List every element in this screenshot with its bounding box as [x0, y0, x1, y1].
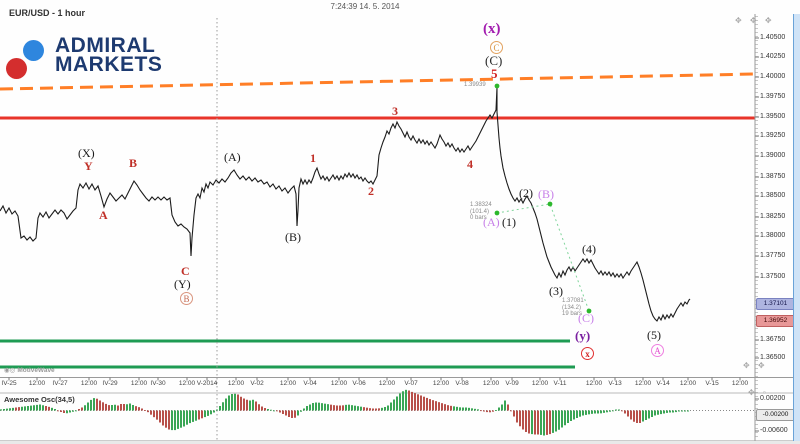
- time-axis-label: 12:00: [432, 380, 450, 387]
- time-axis-label: V-08: [455, 380, 469, 387]
- price-axis-label: 1.39750: [760, 93, 786, 100]
- chart-symbol-title: EUR/USD - 1 hour: [9, 8, 86, 18]
- time-axis-label: IV-29: [102, 380, 118, 387]
- time-axis-label: V-02: [250, 380, 264, 387]
- price-axis-label: 1.38000: [760, 232, 786, 239]
- price-axis-label: 1.39250: [760, 132, 786, 139]
- time-axis-label: V-09: [505, 380, 519, 387]
- time-axis-label: 12:00: [80, 380, 98, 387]
- chart-toolbar-icons[interactable]: ✥ ✥ ✥: [735, 16, 775, 25]
- fib-connector-line: [496, 203, 590, 312]
- time-axis-label: 12:00: [731, 380, 749, 387]
- ao-histogram: [0, 389, 689, 436]
- motivewave-watermark: ◉◎ MotiveWave: [4, 367, 55, 374]
- price-axis-label: 1.40000: [760, 73, 786, 80]
- oscillator-label: Awesome Osc(34,5): [4, 395, 75, 404]
- admiral-markets-logo: ADMIRAL MARKETS: [0, 30, 230, 88]
- osc-axis-label: 0.00200: [760, 395, 786, 402]
- time-axis-label: V-2014: [196, 380, 218, 387]
- logo-text-line2: MARKETS: [55, 53, 163, 76]
- time-axis-label: V-15: [705, 380, 719, 387]
- window-bottom-edge: [0, 441, 800, 444]
- price-axis-minor-ticks: [755, 16, 758, 440]
- price-axis-label: 1.40500: [760, 34, 786, 41]
- right-scrollbar[interactable]: [793, 14, 800, 444]
- price-axis-label: 1.36500: [760, 354, 786, 361]
- time-axis-label: IV-25: [1, 380, 17, 387]
- time-axis-label: V-14: [656, 380, 670, 387]
- measure-dot: [494, 83, 500, 89]
- time-axis-label: 12:00: [378, 380, 396, 387]
- time-axis-label: 12:00: [28, 380, 46, 387]
- time-axis-label: V-06: [352, 380, 366, 387]
- measure-dot: [547, 201, 553, 207]
- price-badge: 1.36952: [756, 315, 795, 327]
- time-axis-label: 12:00: [279, 380, 297, 387]
- time-axis-label: IV-27: [52, 380, 68, 387]
- price-axis-label: 1.36750: [760, 336, 786, 343]
- time-axis-label: 12:00: [482, 380, 500, 387]
- price-axis-label: 1.39000: [760, 152, 786, 159]
- osc-value-badge: -0.00200: [756, 409, 795, 421]
- price-axis-label: 1.38750: [760, 173, 786, 180]
- time-axis-label: V-04: [303, 380, 317, 387]
- logo-text-line1: ADMIRAL: [55, 34, 156, 57]
- time-axis-label: 12:00: [679, 380, 697, 387]
- motivewave-logo-icon: ◉◎: [4, 367, 16, 374]
- measure-dot: [586, 308, 592, 314]
- chart-timestamp: 7:24:39 14. 5. 2014: [330, 2, 400, 11]
- price-axis-label: 1.38250: [760, 213, 786, 220]
- price-axis-label: 1.40250: [760, 53, 786, 60]
- time-axis-label: V-13: [608, 380, 622, 387]
- trend-line[interactable]: [0, 72, 756, 91]
- osc-axis-label: -0.00600: [760, 427, 788, 434]
- time-axis-label: 12:00: [531, 380, 549, 387]
- time-axis-label: 12:00: [130, 380, 148, 387]
- price-axis-label: 1.38500: [760, 192, 786, 199]
- price-badge: 1.37101: [756, 298, 795, 310]
- price-axis-label: 1.37500: [760, 273, 786, 280]
- time-axis-label: 12:00: [634, 380, 652, 387]
- time-axis-label: IV-30: [150, 380, 166, 387]
- chart-nav-icons[interactable]: ✥ ✥: [743, 361, 768, 370]
- logo-blue-circle-icon: [23, 40, 44, 61]
- time-axis-label: 12:00: [330, 380, 348, 387]
- time-axis-label: V-11: [553, 380, 567, 387]
- time-axis-label: 12:00: [585, 380, 603, 387]
- time-axis-label: 12:00: [178, 380, 196, 387]
- time-axis-label: V-07: [404, 380, 418, 387]
- logo-red-circle-icon: [6, 58, 27, 79]
- measure-dot: [494, 210, 500, 216]
- price-series: [0, 86, 691, 322]
- price-axis-label: 1.37750: [760, 252, 786, 259]
- price-axis-label: 1.39500: [760, 113, 786, 120]
- time-axis-label: 12:00: [227, 380, 245, 387]
